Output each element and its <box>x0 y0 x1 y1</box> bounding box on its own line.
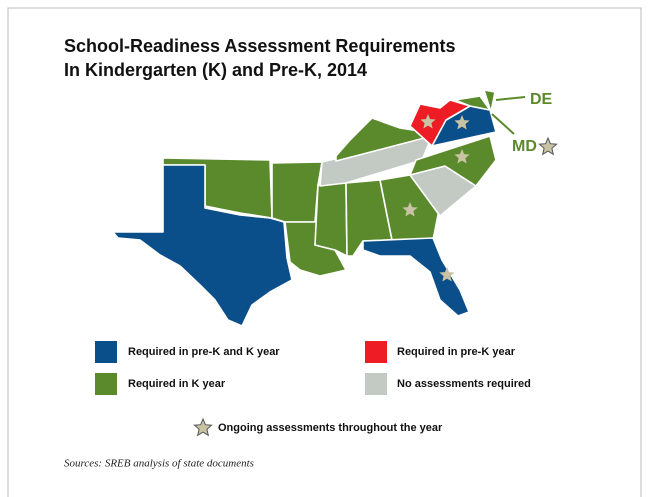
state <box>112 164 293 327</box>
state <box>409 135 497 187</box>
state <box>362 237 470 317</box>
label-leader <box>495 96 526 101</box>
state-label: DE <box>530 91 553 108</box>
star <box>193 417 213 437</box>
star <box>420 114 436 129</box>
map <box>112 89 497 327</box>
legend-swatch <box>365 341 387 363</box>
star <box>454 115 470 130</box>
legend-label: No assessments required <box>397 378 531 390</box>
state-label: MD <box>512 138 537 155</box>
label-leader <box>491 113 515 135</box>
star <box>454 149 470 164</box>
star-note: Ongoing assessments throughout the year <box>218 422 443 434</box>
legend-label: Required in pre-K and K year <box>128 346 280 358</box>
state <box>483 89 496 113</box>
state <box>409 99 471 147</box>
star <box>439 267 455 282</box>
state <box>335 117 433 162</box>
state <box>271 161 323 223</box>
legend-label: Required in pre-K year <box>397 346 516 358</box>
legend-label: Required in K year <box>128 378 226 390</box>
title-line: In Kindergarten (K) and Pre-K, 2014 <box>64 60 367 80</box>
star <box>402 202 418 217</box>
legend-swatch <box>95 373 117 395</box>
legend-swatch <box>365 373 387 395</box>
title-line: School-Readiness Assessment Requirements <box>64 36 455 56</box>
frame <box>7 7 642 497</box>
state <box>314 182 348 257</box>
source: Sources: SREB analysis of state document… <box>64 458 254 470</box>
star <box>538 136 558 156</box>
legend-swatch <box>95 341 117 363</box>
